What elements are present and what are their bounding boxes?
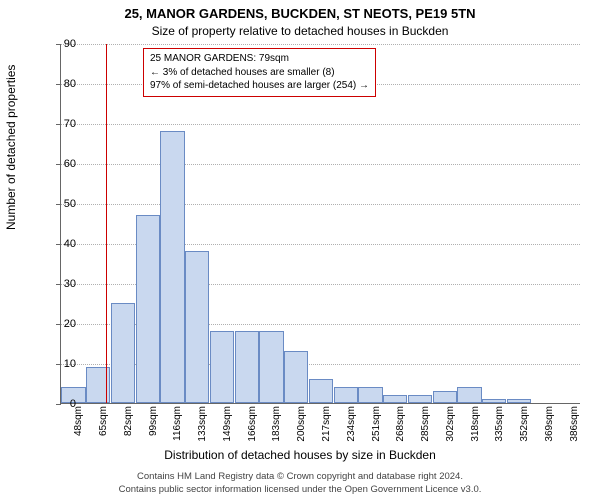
xtick-label: 335sqm [494,406,505,446]
ytick-label: 80 [46,78,76,90]
histogram-bar [358,387,382,403]
xtick-label: 99sqm [148,406,159,446]
xtick-label: 302sqm [445,406,456,446]
ytick-label: 60 [46,158,76,170]
xtick-label: 133sqm [197,406,208,446]
x-axis-label: Distribution of detached houses by size … [0,448,600,462]
xtick-label: 65sqm [98,406,109,446]
histogram-bar [408,395,432,403]
histogram-bar [433,391,457,403]
histogram-bar [111,303,135,403]
footer-attribution: Contains HM Land Registry data © Crown c… [0,471,600,496]
footer-line2: Contains public sector information licen… [119,484,482,495]
grid-line-h [61,44,580,45]
y-axis-label: Number of detached properties [4,65,18,230]
histogram-bar [383,395,407,403]
xtick-label: 251sqm [371,406,382,446]
xtick-label: 386sqm [569,406,580,446]
xtick-label: 149sqm [222,406,233,446]
title-sub: Size of property relative to detached ho… [0,24,600,38]
xtick-label: 369sqm [544,406,555,446]
xtick-label: 82sqm [123,406,134,446]
xtick-label: 234sqm [346,406,357,446]
histogram-bar [482,399,506,403]
plot-area: 48sqm65sqm82sqm99sqm116sqm133sqm149sqm16… [60,44,580,404]
ytick-label: 70 [46,118,76,130]
histogram-bar [457,387,481,403]
legend-line3: 97% of semi-detached houses are larger (… [150,79,369,93]
xtick-label: 268sqm [395,406,406,446]
histogram-bar [235,331,259,403]
ytick-label: 20 [46,318,76,330]
xtick-label: 352sqm [519,406,530,446]
xtick-label: 183sqm [271,406,282,446]
ytick-label: 30 [46,278,76,290]
legend-box: 25 MANOR GARDENS: 79sqm← 3% of detached … [143,48,376,97]
xtick-label: 318sqm [470,406,481,446]
histogram-bar [309,379,333,403]
histogram-bar [334,387,358,403]
chart-container: 25, MANOR GARDENS, BUCKDEN, ST NEOTS, PE… [0,0,600,500]
marker-line [106,44,107,403]
ytick-label: 0 [46,398,76,410]
legend-line1: 25 MANOR GARDENS: 79sqm [150,52,369,66]
footer-line1: Contains HM Land Registry data © Crown c… [137,471,463,482]
ytick-label: 10 [46,358,76,370]
histogram-bar [259,331,283,403]
grid-line-h [61,204,580,205]
histogram-bar [210,331,234,403]
histogram-bar [160,131,184,403]
xtick-label: 48sqm [73,406,84,446]
ytick-label: 90 [46,38,76,50]
xtick-label: 285sqm [420,406,431,446]
histogram-bar [507,399,531,403]
ytick-label: 40 [46,238,76,250]
xtick-label: 116sqm [172,406,183,446]
histogram-bar [284,351,308,403]
legend-line2: ← 3% of detached houses are smaller (8) [150,66,369,80]
xtick-label: 200sqm [296,406,307,446]
grid-line-h [61,124,580,125]
xtick-label: 166sqm [247,406,258,446]
ytick-label: 50 [46,198,76,210]
histogram-bar [185,251,209,403]
grid-line-h [61,164,580,165]
histogram-bar [136,215,160,403]
xtick-label: 217sqm [321,406,332,446]
title-main: 25, MANOR GARDENS, BUCKDEN, ST NEOTS, PE… [0,6,600,21]
